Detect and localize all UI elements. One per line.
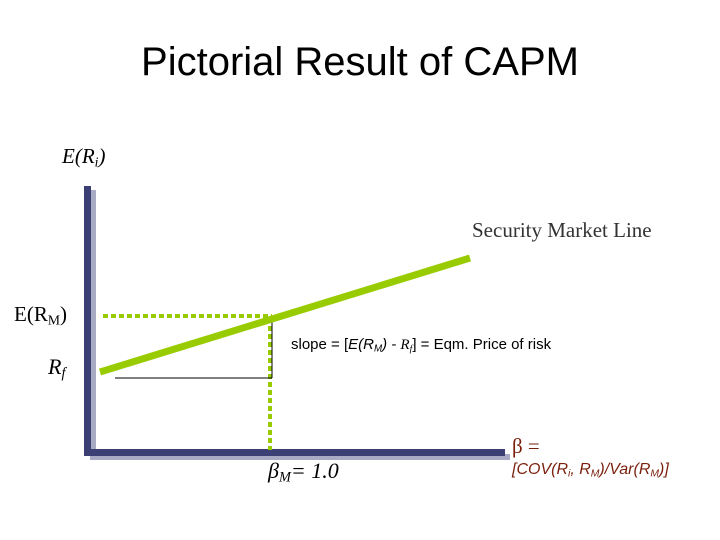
beta-market-label: βM= 1.0 <box>268 458 339 486</box>
market-return-label: E(RM) <box>14 302 67 328</box>
y-axis-label: E(Ri) <box>62 144 106 170</box>
x-axis-shadow <box>90 454 510 460</box>
security-market-line <box>98 254 472 376</box>
page-title: Pictorial Result of CAPM <box>141 40 579 84</box>
beta-definition-symbol: β = <box>512 434 540 458</box>
y-axis <box>84 186 91 455</box>
beta-definition-formula: [COV(Ri, RM)/Var(RM)] <box>512 461 669 480</box>
x-axis <box>84 449 505 456</box>
y-axis-shadow <box>90 190 96 460</box>
beta-definition: β = [COV(Ri, RM)/Var(RM)] <box>512 434 669 487</box>
slope-label: slope = [E(RM) - Rf] = Eqm. Price of ris… <box>291 336 552 355</box>
risk-free-label: Rf <box>48 354 66 382</box>
sml-label: Security Market Line <box>472 218 652 242</box>
